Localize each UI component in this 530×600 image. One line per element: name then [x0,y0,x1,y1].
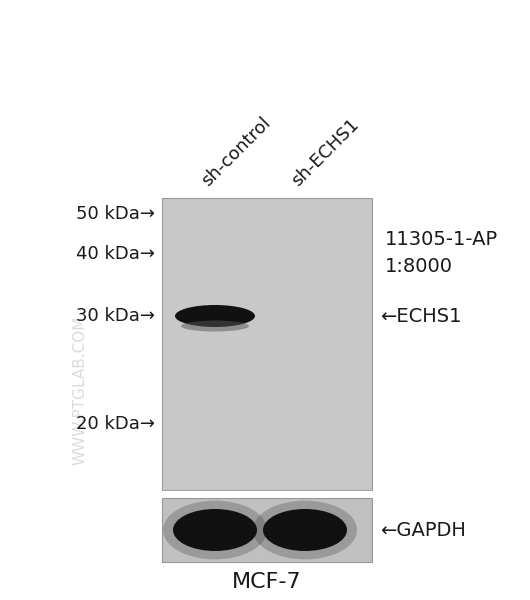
Ellipse shape [253,500,357,559]
Text: sh-ECHS1: sh-ECHS1 [288,116,363,190]
Text: MCF-7: MCF-7 [232,572,302,592]
Ellipse shape [181,320,249,331]
Text: 50 kDa→: 50 kDa→ [76,205,155,223]
Text: 30 kDa→: 30 kDa→ [76,307,155,325]
Ellipse shape [175,305,255,327]
Ellipse shape [163,500,267,559]
Ellipse shape [173,509,257,551]
Text: ←ECHS1: ←ECHS1 [380,307,462,325]
Ellipse shape [263,509,347,551]
Text: 40 kDa→: 40 kDa→ [76,245,155,263]
Bar [162,498,372,562]
Text: 20 kDa→: 20 kDa→ [76,415,155,433]
Text: ←GAPDH: ←GAPDH [380,520,466,539]
Text: WWW.PTGLAB.COM: WWW.PTGLAB.COM [73,316,87,464]
Bar [162,198,372,490]
Text: sh-control: sh-control [198,114,275,190]
Text: 11305-1-AP
1:8000: 11305-1-AP 1:8000 [385,230,498,275]
